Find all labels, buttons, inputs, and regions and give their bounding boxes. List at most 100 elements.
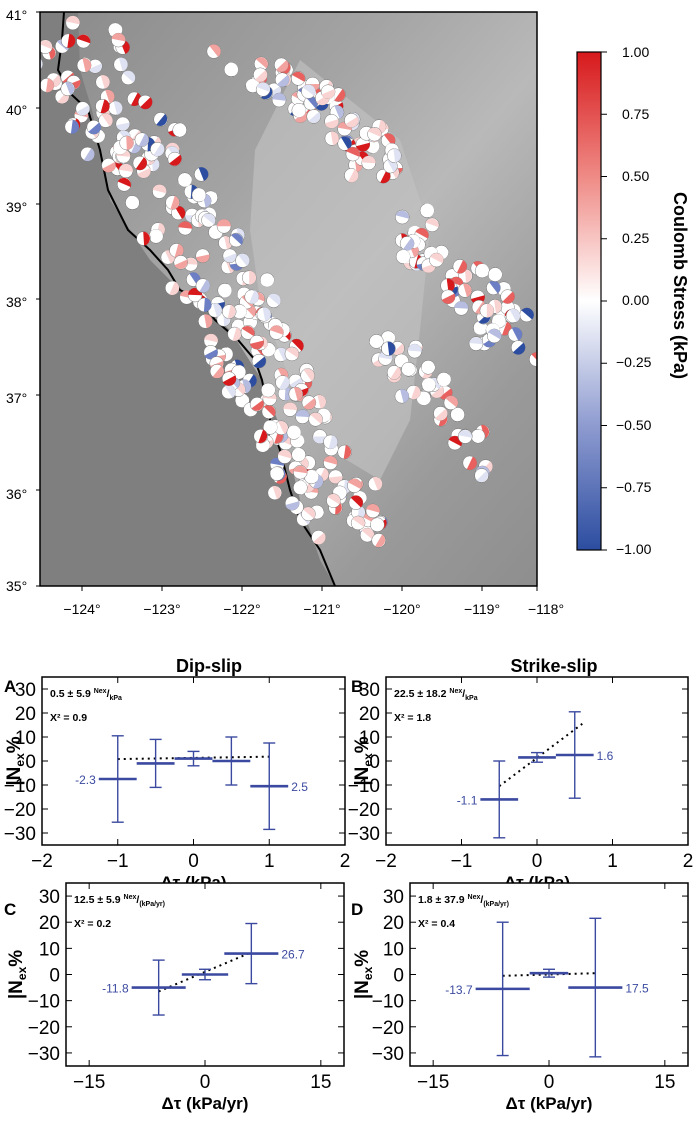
focal-mechanism — [295, 409, 310, 424]
colorbar-tick-1: 1.00 — [622, 44, 649, 60]
focal-mechanism — [399, 236, 415, 251]
focal-mechanism — [249, 335, 264, 350]
focal-mechanism — [301, 506, 316, 522]
focal-mechanism-lobe — [324, 119, 339, 129]
focal-mechanism-lobe — [268, 293, 281, 306]
focal-mechanism — [429, 252, 444, 268]
focal-mechanism — [269, 466, 285, 481]
chi-square-label: X² = 0.4 — [418, 918, 455, 930]
focal-mechanism — [324, 131, 340, 146]
focal-mechanism — [308, 412, 323, 427]
focal-mechanism-lobe — [272, 93, 287, 101]
lon-label-122: −122° — [223, 601, 260, 617]
stat-label-sup: Nex — [94, 688, 107, 695]
focal-mechanism-lobe — [425, 218, 439, 228]
focal-mechanism-lobe — [269, 325, 284, 335]
focal-mechanism — [101, 158, 116, 173]
focal-mechanism-lobe — [195, 254, 210, 263]
focal-mechanism — [370, 517, 385, 532]
focal-mechanism — [275, 375, 290, 390]
y-tick-label: 20 — [15, 704, 36, 725]
focal-mechanism — [273, 347, 288, 362]
y-axis-label-unit: % — [352, 736, 373, 753]
x-tick-label: 0 — [200, 1072, 211, 1093]
end-label-right: 17.5 — [625, 982, 649, 996]
focal-mechanism — [436, 372, 451, 387]
focal-mechanism — [207, 303, 223, 318]
focal-mechanism-lobe — [299, 480, 307, 495]
focal-mechanism-lobe — [317, 394, 327, 409]
y-tick-label: 10 — [15, 728, 36, 749]
focal-mechanism — [116, 177, 132, 192]
focal-mechanism — [511, 340, 526, 355]
focal-mechanism — [479, 303, 495, 318]
focal-mechanism — [288, 386, 303, 402]
focal-mechanism — [433, 406, 448, 421]
focal-mechanism-lobe — [65, 82, 75, 96]
focal-mechanism-lobe — [332, 486, 347, 494]
focal-mechanism-lobe — [118, 57, 128, 72]
focal-mechanism — [150, 142, 165, 157]
focal-mechanism-lobe — [334, 89, 346, 102]
focal-mechanism-lobe — [255, 57, 268, 69]
end-label-right: 1.6 — [597, 749, 614, 763]
y-tick-label: −20 — [28, 1018, 60, 1039]
focal-mechanism-lobe — [116, 122, 130, 131]
focal-mechanism — [244, 289, 259, 304]
focal-mechanism — [301, 84, 316, 99]
focal-mechanism-lobe — [174, 243, 184, 258]
focal-mechanism — [323, 434, 338, 450]
x-tick-label: −15 — [417, 1072, 449, 1093]
focal-mechanism-lobe — [279, 376, 290, 390]
focal-mechanism — [394, 389, 410, 404]
focal-mechanism-lobe — [370, 518, 385, 527]
focal-mechanism — [487, 328, 502, 344]
focal-mechanism — [217, 283, 232, 298]
focal-mechanism-lobe — [174, 206, 186, 219]
focal-mechanism-lobe — [395, 354, 409, 364]
focal-mechanism — [269, 325, 284, 340]
data-point — [250, 742, 289, 831]
stat-label-sub: kPa — [465, 695, 478, 702]
lat-label-35: 35° — [6, 578, 27, 594]
colorbar-tick-neg-0-25: −0.25 — [616, 354, 652, 370]
focal-mechanism-lobe — [217, 219, 232, 227]
focal-mechanism — [108, 100, 123, 116]
focal-mechanism-lobe — [310, 412, 323, 424]
colorbar-tick-0-5: 0.50 — [622, 168, 649, 184]
x-tick-label: −2 — [375, 851, 397, 872]
focal-mechanism — [452, 259, 468, 274]
focal-mechanism — [371, 533, 386, 548]
focal-mechanism — [306, 109, 321, 124]
focal-mechanism-lobe — [242, 379, 252, 394]
y-tick-label: −30 — [348, 824, 380, 845]
focal-mechanism-lobe — [263, 405, 276, 417]
end-label-left: -13.7 — [445, 983, 473, 997]
focal-mechanism-lobe — [295, 409, 310, 418]
end-label-left: -2.3 — [75, 773, 96, 787]
focal-mechanism — [61, 33, 76, 48]
focal-mechanism-lobe — [111, 33, 126, 42]
y-tick-label: 10 — [359, 728, 380, 749]
focal-mechanism — [115, 116, 131, 132]
focal-mechanism-lobe — [416, 398, 431, 406]
x-tick-label: 1 — [607, 851, 618, 872]
data-point — [529, 968, 569, 978]
focal-mechanism — [301, 395, 317, 410]
focal-mechanism-lobe — [346, 147, 360, 157]
y-tick-label: −20 — [4, 800, 36, 821]
focal-mechanism-lobe — [303, 507, 316, 519]
focal-mechanism — [350, 515, 366, 531]
focal-mechanism-lobe — [169, 281, 180, 296]
focal-mechanism-lobe — [328, 435, 338, 449]
focal-mechanism-lobe — [390, 366, 401, 380]
focal-mechanism — [406, 385, 421, 400]
stat-label-sup: Nex — [449, 688, 462, 695]
focal-mechanism — [222, 248, 238, 264]
focal-mechanism — [365, 503, 381, 519]
data-point — [181, 968, 229, 981]
focal-mechanism-lobe — [156, 114, 168, 126]
data-point — [555, 711, 594, 799]
focal-mechanism — [367, 126, 382, 142]
